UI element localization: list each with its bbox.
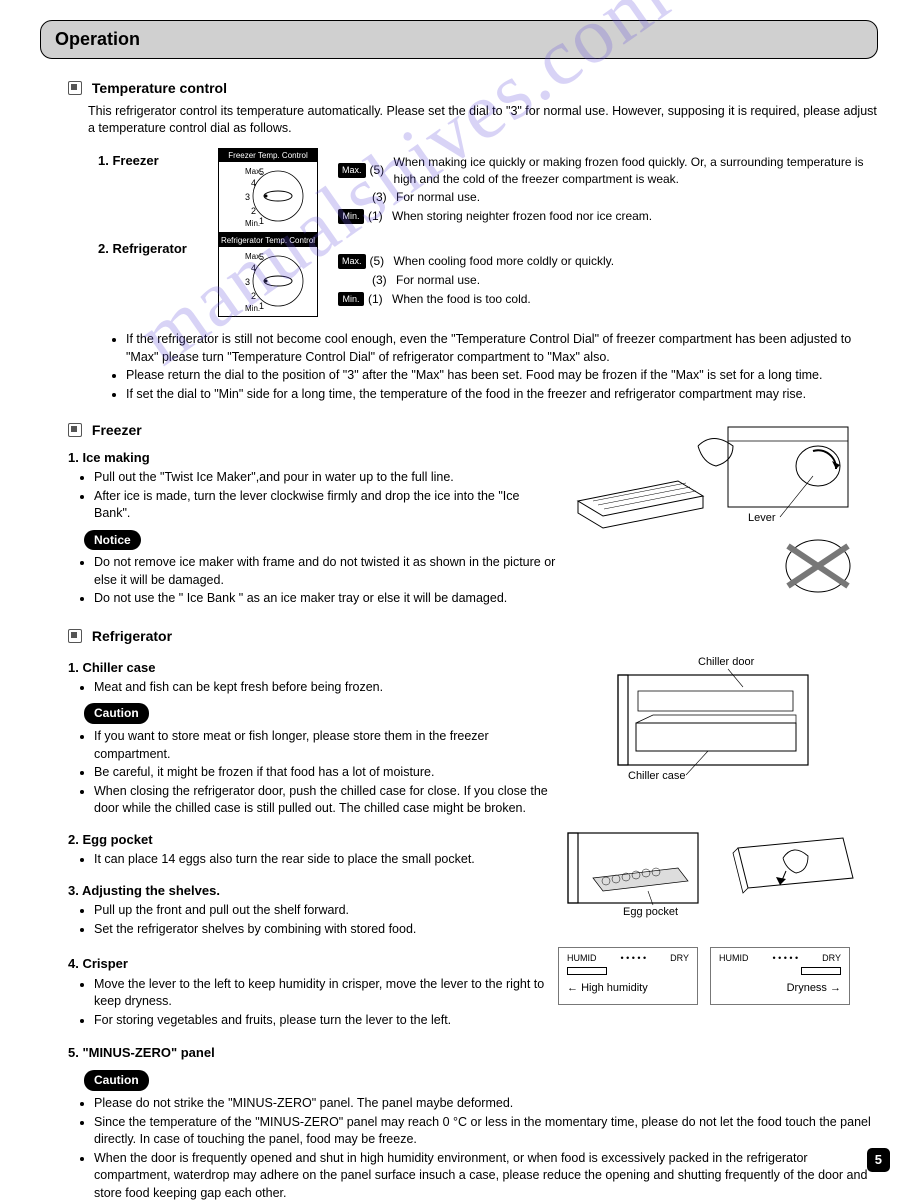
svg-text:3: 3 xyxy=(245,277,250,287)
legend-row: Max. (5) When making ice quickly or maki… xyxy=(338,154,878,188)
freezer-dial-label: 1. Freezer xyxy=(98,148,198,170)
svg-text:2: 2 xyxy=(251,206,256,216)
min-tag: Min. xyxy=(338,292,364,307)
list-item: It can place 14 eggs also turn the rear … xyxy=(94,851,558,869)
humid-label: HUMID xyxy=(719,952,749,965)
chiller-figure-icon: Chiller door Chiller case xyxy=(558,651,838,781)
list-item: Set the refrigerator shelves by combinin… xyxy=(94,921,558,939)
freezer-figure: Lever xyxy=(558,421,878,606)
legend-text: When making ice quickly or making frozen… xyxy=(394,154,878,188)
temp-control-notes: If the refrigerator is still not become … xyxy=(108,331,878,403)
high-humidity-label: High humidity xyxy=(581,982,648,994)
legend-text: When storing neighter frozen food nor ic… xyxy=(392,208,652,225)
section-temperature-control: Temperature control This refrigerator co… xyxy=(68,79,878,403)
list-item: Meat and fish can be kept fresh before b… xyxy=(94,679,558,697)
list-item: If you want to store meat or fish longer… xyxy=(94,728,558,763)
temp-control-title: Temperature control xyxy=(92,80,227,96)
section-icon xyxy=(68,81,82,95)
list-item: Pull up the front and pull out the shelf… xyxy=(94,902,558,920)
note-item: If the refrigerator is still not become … xyxy=(126,331,878,366)
caution-pill: Caution xyxy=(84,703,149,724)
crisper-heading: 4. Crisper xyxy=(68,955,558,973)
svg-text:Egg pocket: Egg pocket xyxy=(623,906,678,918)
legend-num: (1) xyxy=(368,208,392,225)
list-item: Move the lever to the left to keep humid… xyxy=(94,976,558,1011)
note-item: If set the dial to "Min" side for a long… xyxy=(126,386,878,404)
legend-text: When the food is too cold. xyxy=(392,291,531,308)
page-number: 5 xyxy=(867,1148,890,1172)
egg-shelf-figure-icon: Egg pocket xyxy=(558,823,858,923)
svg-text:3: 3 xyxy=(245,192,250,202)
legend-num: (5) xyxy=(370,162,394,179)
svg-text:Min.: Min. xyxy=(245,219,260,226)
freezer-dial: Freezer Temp. Control Max. 5 4 3 2 1 Min… xyxy=(218,148,318,233)
legend-row: Max. (5) When cooling food more coldly o… xyxy=(338,253,878,270)
section-freezer: Freezer 1. Ice making Pull out the "Twis… xyxy=(68,421,878,609)
ice-maker-figure-icon: Lever xyxy=(558,421,868,601)
page-header: Operation xyxy=(40,20,878,59)
list-item: Since the temperature of the "MINUS-ZERO… xyxy=(94,1114,878,1149)
crisper-figure: HUMID • • • • • DRY ← High humidity HUMI… xyxy=(558,947,878,1005)
list-item: When closing the refrigerator door, push… xyxy=(94,783,558,818)
minus-zero-heading: 5. "MINUS-ZERO" panel xyxy=(68,1044,878,1062)
svg-text:2: 2 xyxy=(251,291,256,301)
section-refrigerator: Refrigerator 1. Chiller case Meat and fi… xyxy=(68,627,878,1202)
legend-text: When cooling food more coldly or quickly… xyxy=(394,253,615,270)
section-icon xyxy=(68,629,82,643)
egg-shelf-figure: Egg pocket xyxy=(558,823,878,928)
max-tag: Max. xyxy=(338,163,366,178)
list-item: Please do not strike the "MINUS-ZERO" pa… xyxy=(94,1095,878,1113)
legend-num: (3) xyxy=(372,272,396,289)
list-item: Do not use the " Ice Bank " as an ice ma… xyxy=(94,590,558,608)
list-item: For storing vegetables and fruits, pleas… xyxy=(94,1012,558,1030)
notice-pill: Notice xyxy=(84,530,141,551)
svg-text:5: 5 xyxy=(259,252,264,262)
legend-text: For normal use. xyxy=(396,189,480,206)
fridge-dial-icon: Max. 5 4 3 2 1 Min. xyxy=(223,249,313,311)
list-item: When the door is frequently opened and s… xyxy=(94,1150,878,1202)
fridge-dial-header: Refrigerator Temp. Control xyxy=(219,234,317,247)
max-tag: Max. xyxy=(338,254,366,269)
freezer-dial-header: Freezer Temp. Control xyxy=(219,149,317,162)
freezer-dial-icon: Max. 5 4 3 2 1 Min. xyxy=(223,164,313,226)
legend-row: (3) For normal use. xyxy=(338,189,878,206)
chiller-figure: Chiller door Chiller case xyxy=(558,651,878,786)
svg-text:Chiller door: Chiller door xyxy=(698,656,755,668)
humid-label: HUMID xyxy=(567,952,597,965)
list-item: Pull out the "Twist Ice Maker",and pour … xyxy=(94,469,558,487)
svg-text:4: 4 xyxy=(251,178,256,188)
page-title: Operation xyxy=(55,27,863,52)
freezer-title: Freezer xyxy=(92,422,142,438)
legend-row: Min. (1) When storing neighter frozen fo… xyxy=(338,208,878,225)
fridge-dial-label: 2. Refrigerator xyxy=(98,236,198,258)
temp-control-intro: This refrigerator control its temperatur… xyxy=(88,103,878,138)
chiller-heading: 1. Chiller case xyxy=(68,659,558,677)
refrigerator-title: Refrigerator xyxy=(92,628,172,644)
list-item: After ice is made, turn the lever clockw… xyxy=(94,488,558,523)
list-item: Do not remove ice maker with frame and d… xyxy=(94,554,558,589)
svg-text:Min.: Min. xyxy=(245,304,260,311)
legend-num: (3) xyxy=(372,189,396,206)
svg-text:5: 5 xyxy=(259,167,264,177)
list-item: Be careful, it might be frozen if that f… xyxy=(94,764,558,782)
legend-num: (1) xyxy=(368,291,392,308)
ice-making-heading: 1. Ice making xyxy=(68,449,558,467)
svg-text:Chiller case: Chiller case xyxy=(628,770,685,781)
legend-row: Min. (1) When the food is too cold. xyxy=(338,291,878,308)
section-icon xyxy=(68,423,82,437)
svg-text:Lever: Lever xyxy=(748,512,776,524)
caution-pill: Caution xyxy=(84,1070,149,1091)
dry-label: DRY xyxy=(670,952,689,965)
svg-text:4: 4 xyxy=(251,263,256,273)
legend-row: (3) For normal use. xyxy=(338,272,878,289)
dryness-label: Dryness xyxy=(787,982,827,994)
legend-text: For normal use. xyxy=(396,272,480,289)
dry-label: DRY xyxy=(822,952,841,965)
min-tag: Min. xyxy=(338,209,364,224)
note-item: Please return the dial to the position o… xyxy=(126,367,878,385)
shelves-heading: 3. Adjusting the shelves. xyxy=(68,882,558,900)
legend-num: (5) xyxy=(370,253,394,270)
egg-heading: 2. Egg pocket xyxy=(68,831,558,849)
fridge-dial: Refrigerator Temp. Control Max. 5 4 3 2 … xyxy=(218,233,318,318)
